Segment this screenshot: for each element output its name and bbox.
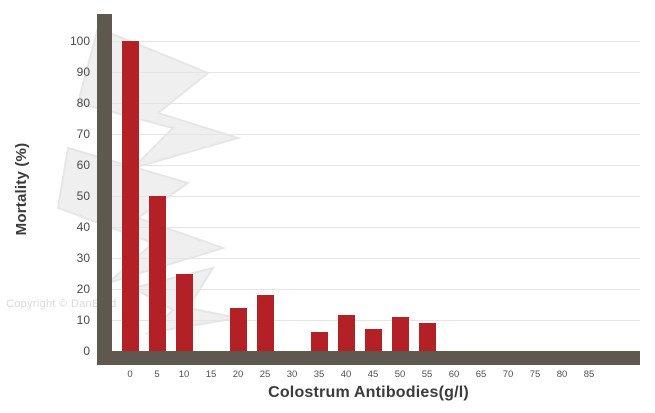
x-tick-label: 65 [475,369,487,380]
bar [256,295,274,351]
bar [175,273,193,351]
x-tick-label: 25 [259,369,271,380]
x-tick-label: 40 [340,369,352,380]
x-tick-label: 10 [178,369,190,380]
gridline [112,196,640,197]
gridline [112,258,640,259]
y-tick-label: 70 [76,127,90,141]
y-tick-label: 10 [76,313,90,327]
gridline [112,72,640,73]
x-tick-label: 45 [367,369,379,380]
gridline [112,41,640,42]
x-tick-label: 35 [313,369,325,380]
x-tick-label: 15 [205,369,217,380]
x-tick-label: 80 [556,369,568,380]
bar [229,307,247,351]
bar [337,315,355,351]
x-tick-label: 50 [394,369,406,380]
x-tick-label: 5 [154,369,160,380]
y-tick-label: 80 [76,96,90,110]
y-tick-label: 90 [76,65,90,79]
y-tick-label: 40 [76,220,90,234]
gridline [112,165,640,166]
x-tick-label: 60 [448,369,460,380]
y-tick-label: 0 [83,344,90,358]
gridline [112,103,640,104]
x-axis-line [97,351,640,365]
y-tick-label: 50 [76,189,90,203]
y-axis-line [97,14,112,365]
bar [364,329,382,351]
x-tick-label: 0 [127,369,133,380]
bar [121,41,139,351]
gridline [112,134,640,135]
watermark-text: Copyright © DanBred [6,298,117,310]
x-tick-label: 20 [232,369,244,380]
x-tick-label: 30 [286,369,298,380]
x-axis-title: Colostrum Antibodies(g/l) [268,384,469,401]
bar [310,332,328,351]
x-tick-label: 75 [529,369,541,380]
x-tick-label: 55 [421,369,433,380]
gridline [112,289,640,290]
x-tick-label: 85 [583,369,595,380]
y-tick-label: 30 [76,251,90,265]
bar [418,323,436,351]
x-tick-label: 70 [502,369,514,380]
gridline [112,320,640,321]
bar [391,316,409,351]
y-tick-label: 100 [69,34,90,48]
y-tick-label: 60 [76,158,90,172]
y-tick-label: 20 [76,282,90,296]
gridline [112,227,640,228]
y-axis-title: Mortality (%) [13,142,30,236]
bar [148,196,166,351]
